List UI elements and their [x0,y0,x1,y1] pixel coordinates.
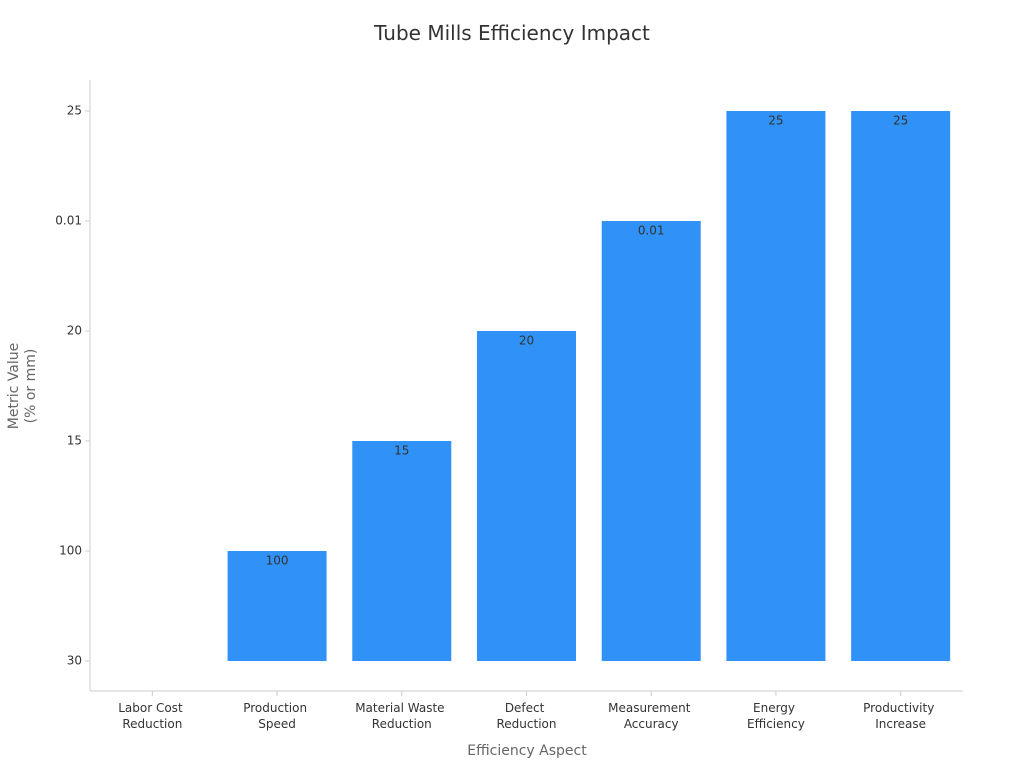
bar [352,441,452,661]
value-label: 100 [266,554,289,568]
y-tick-label: 0.01 [55,214,82,228]
value-label: 15 [394,444,409,458]
value-label: 25 [893,114,908,128]
x-tick-label: Production Speed [243,701,311,731]
x-tick-label: Energy Efficiency [747,701,805,731]
y-tick-label: 20 [67,324,82,338]
x-tick-label: Material Waste Reduction [355,701,448,731]
y-tick-label: 15 [67,434,82,448]
value-label: 0.01 [638,224,665,238]
bar [601,221,701,661]
x-tick-label: Labor Cost Reduction [118,701,186,731]
value-label: 25 [768,114,783,128]
y-axis-title: Metric Value [6,343,22,429]
x-tick-label: Defect Reduction [497,701,557,731]
y-axis-title: (% or mm) [23,349,39,424]
y-tick-label: 30 [67,654,82,668]
x-tick-label: Productivity Increase [863,701,938,731]
chart-title: Tube Mills Efficiency Impact [373,21,650,45]
x-axis-title: Efficiency Aspect [467,743,587,759]
x-tick-label: Measurement Accuracy [608,701,694,731]
value-label: 20 [519,334,534,348]
bar [726,111,826,661]
bar [227,551,327,661]
y-tick-label: 25 [67,104,82,118]
bar [477,331,576,661]
bar [851,111,951,661]
y-tick-label: 100 [59,544,82,558]
